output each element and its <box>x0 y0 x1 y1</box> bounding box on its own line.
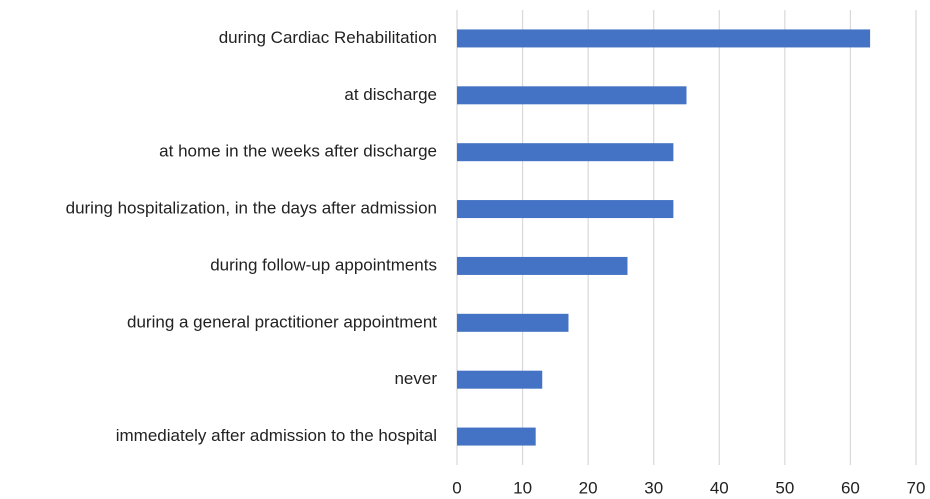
y-tick-label: during a general practitioner appointmen… <box>127 312 437 331</box>
bar <box>457 256 628 275</box>
x-tick-label: 30 <box>644 478 663 497</box>
y-tick-label: during Cardiac Rehabilitation <box>219 28 437 47</box>
bar <box>457 313 569 332</box>
bar <box>457 200 674 219</box>
x-tick-label: 60 <box>841 478 860 497</box>
bar <box>457 29 871 48</box>
x-tick-label: 50 <box>775 478 794 497</box>
bar <box>457 370 543 389</box>
y-tick-label: during hospitalization, in the days afte… <box>66 199 437 218</box>
bar <box>457 86 687 105</box>
x-tick-label: 40 <box>710 478 729 497</box>
x-tick-label: 0 <box>452 478 461 497</box>
bar <box>457 143 674 162</box>
y-tick-label: immediately after admission to the hospi… <box>116 426 437 445</box>
y-tick-label: never <box>394 369 437 388</box>
x-tick-label: 10 <box>513 478 532 497</box>
bar <box>457 427 536 446</box>
x-tick-label: 20 <box>579 478 598 497</box>
y-tick-label: at home in the weeks after discharge <box>159 142 437 161</box>
x-tick-label: 70 <box>907 478 926 497</box>
y-tick-label: during follow-up appointments <box>210 255 437 274</box>
y-tick-label: at discharge <box>344 85 437 104</box>
